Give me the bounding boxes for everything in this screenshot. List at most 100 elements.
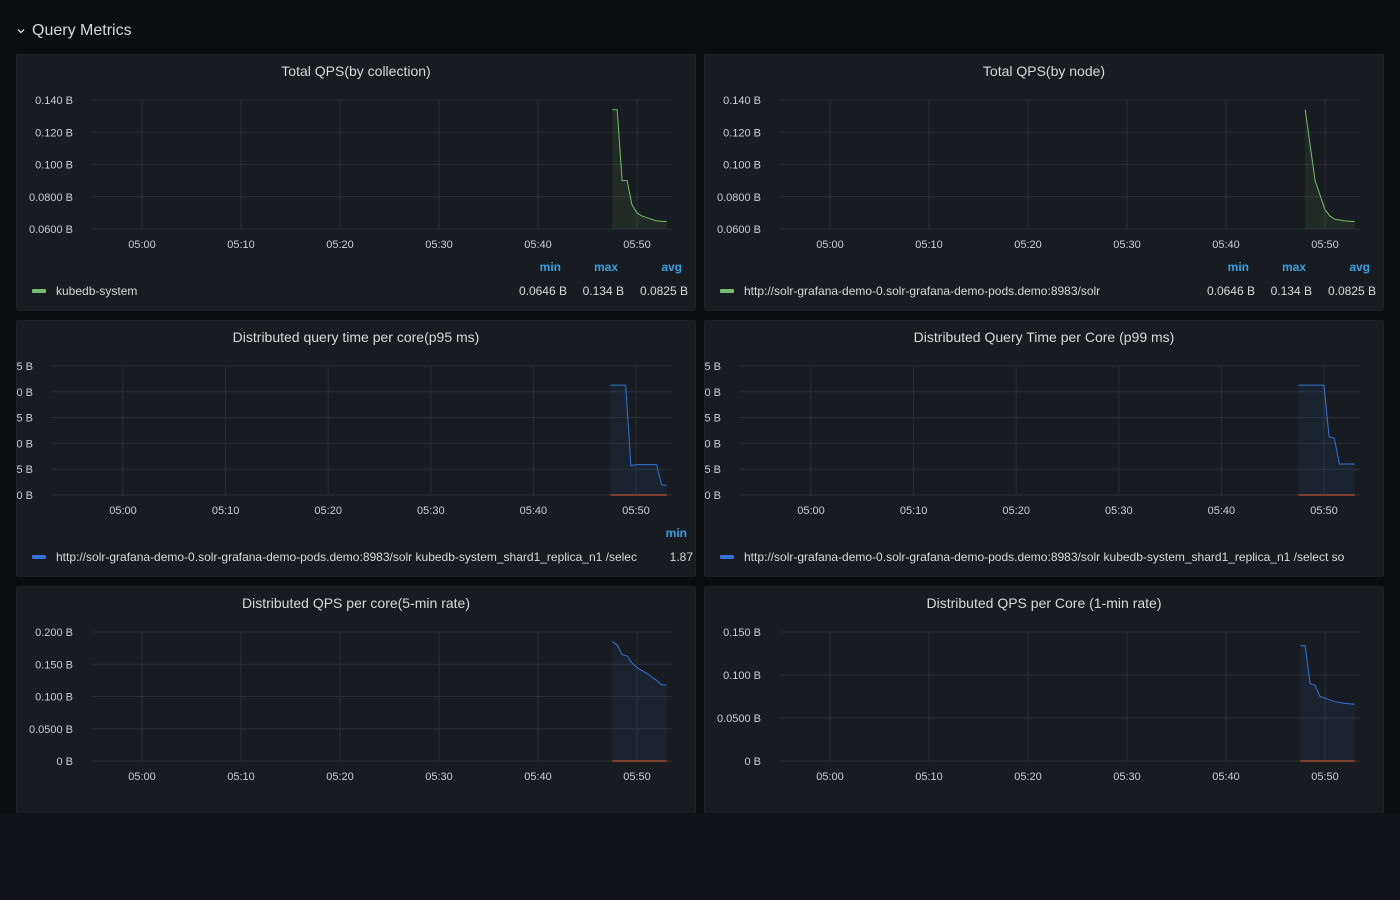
legend-header-min[interactable]: min: [1227, 260, 1249, 274]
y-tick-label: 0.100 B: [723, 160, 761, 172]
series-area: [610, 385, 667, 495]
legend-series-row[interactable]: http://solr-grafana-demo-0.solr-grafana-…: [705, 283, 1383, 299]
series-line[interactable]: [1300, 645, 1355, 705]
series-line[interactable]: [612, 641, 667, 686]
y-tick-label: 0.0800 B: [29, 192, 73, 204]
x-tick-label: 05:50: [1311, 239, 1339, 251]
y-tick-label: 0.0500 B: [29, 724, 73, 736]
legend-header-max[interactable]: max: [593, 260, 618, 274]
y-tick-label: 0.120 B: [723, 127, 761, 139]
y-tick-label: 25 B: [705, 361, 721, 373]
legend-header-min[interactable]: min: [665, 526, 687, 540]
legend-series-name[interactable]: http://solr-grafana-demo-0.solr-grafana-…: [744, 550, 1344, 564]
y-tick-label: 0.200 B: [35, 627, 73, 639]
legend-value-max: 0.134 B: [1270, 284, 1312, 298]
x-tick-label: 05:00: [797, 505, 825, 517]
x-tick-label: 05:50: [623, 771, 651, 783]
panel-qps-1min-rate[interactable]: Distributed QPS per Core (1-min rate) 0 …: [704, 586, 1384, 813]
x-tick-label: 05:10: [227, 239, 255, 251]
x-tick-label: 05:00: [816, 771, 844, 783]
chart-svg[interactable]: 0 B 5 B 10 B 15 B 20 B 25 B 05:00 05:10 05:20 05:…: [705, 321, 1383, 576]
legend-value-avg: 0.0825 B: [639, 284, 688, 298]
panel-qps-5min-rate[interactable]: Distributed QPS per core(5-min rate) 0 B…: [16, 586, 696, 813]
x-tick-label: 05:20: [1014, 239, 1042, 251]
y-tick-label: 0 B: [744, 756, 761, 768]
chevron-down-icon: [17, 29, 25, 34]
legend-header-max[interactable]: max: [1281, 260, 1306, 274]
x-tick-label: 05:20: [326, 771, 354, 783]
series-area: [612, 641, 667, 761]
y-tick-label: 10 B: [705, 438, 721, 450]
x-tick-label: 05:40: [1212, 239, 1240, 251]
legend-series-row[interactable]: kubedb-system 0.0646 B 0.134 B 0.0825 B: [17, 283, 695, 299]
x-tick-label: 05:10: [915, 771, 943, 783]
y-tick-label: 5 B: [705, 464, 721, 476]
x-tick-label: 05:50: [622, 505, 650, 517]
chart-svg[interactable]: 0.0600 B 0.0800 B 0.100 B 0.120 B 0.140 B 05:…: [705, 55, 1383, 310]
x-tick-label: 05:30: [417, 505, 445, 517]
y-tick-label: 0.0600 B: [717, 224, 761, 236]
y-tick-label: 0 B: [17, 490, 33, 502]
panel-title[interactable]: Distributed QPS per Core (1-min rate): [926, 595, 1162, 611]
x-tick-label: 05:40: [520, 505, 548, 517]
y-tick-label: 25 B: [17, 361, 33, 373]
series-area: [1300, 645, 1355, 761]
chart-svg[interactable]: 0.0600 B 0.0800 B 0.100 B 0.120 B 0.140 B 05:…: [17, 55, 695, 310]
legend-series-name[interactable]: http://solr-grafana-demo-0.solr-grafana-…: [56, 550, 637, 564]
x-tick-label: 05:30: [1113, 239, 1141, 251]
x-tick-label: 05:40: [1208, 505, 1236, 517]
y-tick-label: 0.150 B: [723, 627, 761, 639]
legend-value-min: 0.0646 B: [518, 284, 567, 298]
chart-svg[interactable]: 0 B 0.0500 B 0.100 B 0.150 B 05:00 05:10 05:20…: [705, 587, 1383, 813]
x-tick-label: 05:30: [425, 771, 453, 783]
x-tick-label: 05:20: [1002, 505, 1030, 517]
x-tick-label: 05:10: [915, 239, 943, 251]
legend-value-min: 1.87: [669, 550, 693, 564]
panel-title[interactable]: Distributed query time per core(p95 ms): [232, 329, 480, 345]
y-tick-label: 0.0500 B: [717, 713, 761, 725]
chart-svg[interactable]: 0 B 0.0500 B 0.100 B 0.150 B 0.200 B 05:00 05:…: [17, 587, 695, 813]
x-tick-label: 05:00: [816, 239, 844, 251]
legend-header-avg[interactable]: avg: [1349, 260, 1370, 274]
y-tick-label: 0.0600 B: [29, 224, 73, 236]
y-tick-label: 5 B: [17, 464, 33, 476]
legend-color-swatch[interactable]: [32, 555, 46, 559]
panel-title[interactable]: Total QPS(by node): [982, 63, 1106, 79]
legend-series-name[interactable]: kubedb-system: [56, 284, 138, 298]
x-tick-label: 05:00: [109, 505, 137, 517]
legend-value-avg: 0.0825 B: [1327, 284, 1376, 298]
y-tick-label: 0.0800 B: [717, 192, 761, 204]
panel-total-qps-by-collection[interactable]: Total QPS(by collection) 0.0600 B 0.0800 …: [16, 54, 696, 311]
legend-value-max: 0.134 B: [582, 284, 624, 298]
panel-query-time-p95[interactable]: Distributed query time per core(p95 ms) …: [16, 320, 696, 577]
series-line[interactable]: [610, 384, 667, 486]
series-line[interactable]: [612, 109, 667, 223]
legend-header-min[interactable]: min: [539, 260, 561, 274]
x-tick-label: 05:20: [314, 505, 342, 517]
chart-svg[interactable]: 0 B 5 B 10 B 15 B 20 B 25 B 05:00 05:10 05:20 05:…: [17, 321, 695, 576]
y-tick-label: 0.100 B: [35, 160, 73, 172]
legend-series-name[interactable]: http://solr-grafana-demo-0.solr-grafana-…: [744, 284, 1101, 298]
row-title-label: Query Metrics: [32, 22, 132, 39]
legend-color-swatch[interactable]: [720, 289, 734, 293]
y-tick-label: 0.140 B: [723, 95, 761, 107]
legend-header-avg[interactable]: avg: [661, 260, 682, 274]
row-query-metrics[interactable]: Query Metrics: [16, 20, 132, 42]
y-tick-label: 20 B: [17, 387, 33, 399]
panel-title[interactable]: Total QPS(by collection): [281, 63, 431, 79]
panel-title[interactable]: Distributed QPS per core(5-min rate): [242, 595, 470, 611]
legend-series-row[interactable]: http://solr-grafana-demo-0.solr-grafana-…: [705, 549, 1383, 565]
x-tick-label: 05:40: [1212, 771, 1240, 783]
panel-title[interactable]: Distributed Query Time per Core (p99 ms): [913, 329, 1175, 345]
series-line[interactable]: [1298, 384, 1355, 465]
y-tick-label: 10 B: [17, 438, 33, 450]
series-line[interactable]: [1304, 109, 1355, 223]
legend-color-swatch[interactable]: [720, 555, 734, 559]
panel-total-qps-by-node[interactable]: Total QPS(by node) 0.0600 B 0.0800 B 0.100…: [704, 54, 1384, 311]
x-tick-label: 05:40: [524, 771, 552, 783]
legend-series-row[interactable]: http://solr-grafana-demo-0.solr-grafana-…: [17, 549, 695, 565]
x-tick-label: 05:50: [1310, 505, 1338, 517]
panel-query-time-p99[interactable]: Distributed Query Time per Core (p99 ms)…: [704, 320, 1384, 577]
legend-color-swatch[interactable]: [32, 289, 46, 293]
x-tick-label: 05:30: [425, 239, 453, 251]
